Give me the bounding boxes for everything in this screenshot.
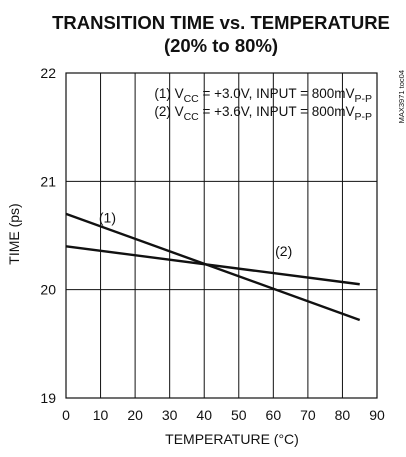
- x-tick-label: 50: [231, 407, 247, 423]
- series-label-1: (1): [99, 210, 116, 226]
- y-tick-labels: 19 20 21 22: [40, 65, 56, 406]
- legend: (1) VCC = +3.0V, INPUT = 800mVP-P(2) VCC…: [154, 86, 372, 123]
- legend-item-2: (2) VCC = +3.6V, INPUT = 800mVP-P: [154, 104, 372, 123]
- plot-frame: [65, 72, 378, 399]
- chart-subtitle: (20% to 80%): [164, 35, 278, 56]
- x-tick-label: 10: [93, 407, 109, 423]
- series-line-1: [65, 212, 361, 322]
- x-tick-label: 80: [335, 407, 351, 423]
- x-tick-label: 70: [300, 407, 316, 423]
- x-axis-label: TEMPERATURE (°C): [165, 431, 299, 447]
- x-tick-label: 20: [127, 407, 143, 423]
- y-tick-label: 22: [40, 65, 56, 81]
- x-tick-labels: 0 10 20 30 40 50 60 70 80 90: [62, 407, 385, 423]
- x-tick-label: 0: [62, 407, 70, 423]
- legend-item-1: (1) VCC = +3.0V, INPUT = 800mVP-P: [154, 86, 372, 105]
- y-tick-label: 19: [40, 390, 56, 406]
- y-tick-label: 20: [40, 282, 56, 298]
- grid: [66, 73, 377, 398]
- part-number-annotation: MAX3971 toc04: [397, 70, 406, 123]
- x-tick-label: 90: [369, 407, 385, 423]
- series-line-2: [65, 245, 360, 286]
- x-tick-label: 40: [196, 407, 212, 423]
- y-tick-label: 21: [40, 173, 56, 189]
- y-axis-label: TIME (ps): [6, 203, 22, 264]
- x-tick-label: 30: [162, 407, 178, 423]
- series-label-2: (2): [275, 243, 292, 259]
- series-lines: (1) (2): [65, 210, 361, 322]
- chart-title: TRANSITION TIME vs. TEMPERATURE: [52, 12, 390, 33]
- x-tick-label: 60: [266, 407, 282, 423]
